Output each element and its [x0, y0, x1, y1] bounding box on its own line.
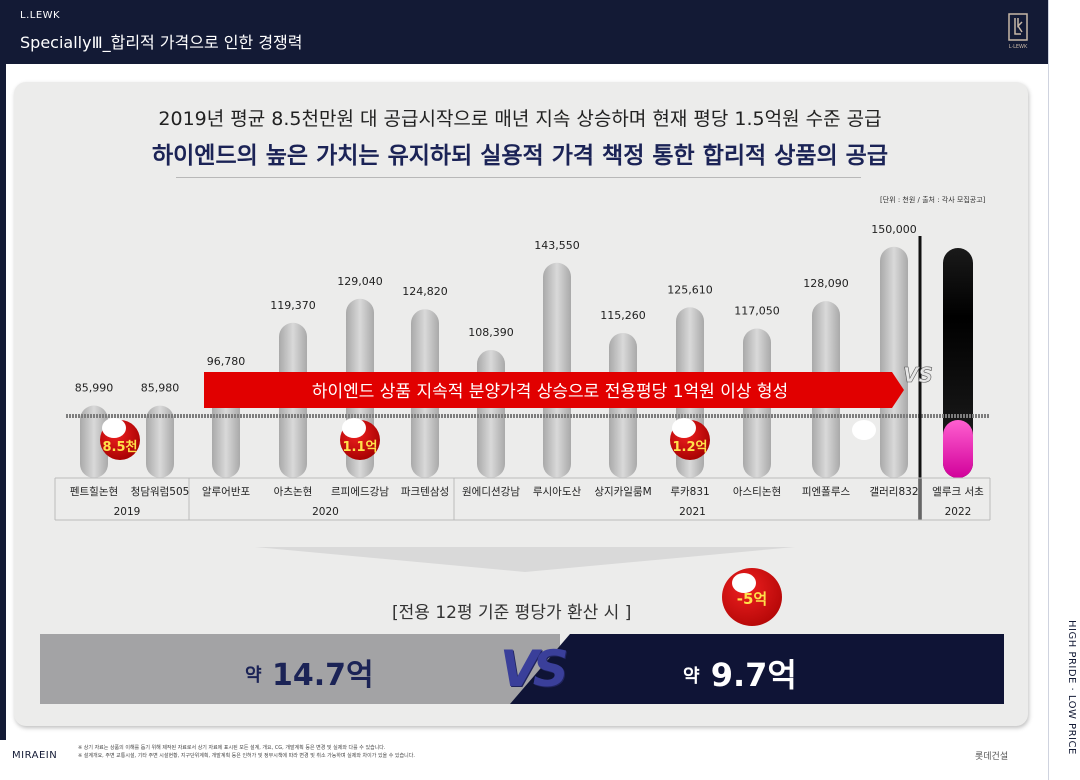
category-label-10: 아스티논현: [733, 486, 781, 498]
year-label-2: 2021: [679, 506, 706, 518]
price-badge-highlight-2: [672, 418, 696, 438]
banner-shape: [204, 372, 904, 408]
vs-mark: VS: [500, 640, 569, 698]
bar-highlight-13: [943, 248, 973, 478]
year-label-1: 2020: [312, 506, 339, 518]
value-label-10: 117,050: [734, 305, 780, 318]
category-label-0: 펜트힐논현: [70, 485, 118, 498]
category-label-11: 피엔폴루스: [802, 486, 851, 498]
divider: [176, 177, 861, 178]
category-label-4: 르피에드강남: [331, 486, 389, 498]
value-label-7: 143,550: [534, 239, 580, 252]
comparison-title: [전용 12평 기준 평당가 환산 시 ]: [392, 603, 632, 623]
value-label-1: 85,980: [141, 382, 180, 395]
arrow-shadow: [255, 547, 795, 572]
value-label-11: 128,090: [803, 277, 849, 290]
banner-text: 하이엔드 상품 지속적 분양가격 상승으로 전용평당 1억원 이상 형성: [312, 382, 788, 402]
footer-notes: ※ 상기 자료는 상품의 이해를 돕기 위해 제작된 자료로서 상기 자료에 표…: [78, 744, 415, 760]
bar-1: [146, 405, 174, 478]
comparison-left-value: 약 14.7억: [245, 650, 374, 694]
value-label-2: 96,780: [207, 355, 246, 368]
category-label-12: 갤러리832: [869, 486, 918, 498]
price-bar-chart: 85,990 85,980 96,780 119,370 129,040 124,820 1…: [54, 223, 991, 572]
subheadline: 2019년 평균 8.5천만원 대 공급시작으로 매년 지속 상승하며 현재 평…: [158, 108, 882, 130]
value-label-8: 115,260: [600, 309, 646, 322]
bar-highlight-fill-13: [943, 420, 973, 478]
bar-6: [477, 349, 505, 478]
value-label-6: 108,390: [468, 326, 514, 339]
category-label-9: 루카831: [670, 486, 709, 498]
side-border: 60 HIGH PRIDE · LOW PRICE: [1048, 0, 1080, 780]
page-number: 60: [1059, 18, 1071, 28]
unit-note: [단위 : 천원 / 출처 : 각사 모집공고]: [880, 196, 986, 204]
bar-7: [543, 262, 571, 478]
left-value: 14.7억: [272, 658, 374, 693]
year-label-3: 2022: [945, 506, 972, 518]
bar-12: [880, 246, 908, 478]
comparison-right-value: 약 9.7억: [683, 650, 797, 696]
value-label-3: 119,370: [270, 299, 316, 312]
value-label-4: 129,040: [337, 275, 383, 288]
vs-chart-label: VS: [903, 363, 933, 387]
badge-highlight: [732, 573, 756, 593]
value-label-0: 85,990: [75, 382, 114, 395]
decor-dot: [852, 420, 876, 440]
category-label-3: 아츠논현: [274, 486, 313, 498]
side-slogan: HIGH PRIDE · LOW PRICE: [1066, 620, 1077, 755]
saving-badge-text: -5억: [736, 590, 768, 608]
category-label-13: 엘루크 서초: [932, 485, 984, 498]
category-label-2: 알루어반포: [202, 486, 251, 498]
footer-logo: MIRAEIN: [12, 750, 58, 761]
value-label-5: 124,820: [402, 285, 448, 298]
year-label-0: 2019: [114, 506, 141, 518]
saving-badge: -5억: [722, 568, 782, 626]
category-label-5: 파크텐삼성: [401, 486, 449, 498]
right-value: 9.7억: [710, 656, 797, 694]
category-label-1: 청담워럼505: [131, 485, 190, 498]
value-label-9: 125,610: [667, 283, 713, 296]
footer-note-2: ※ 설계개요, 주변 교통시설, 기타 주변 시설현황, 지구단위계획, 개발계…: [78, 753, 415, 759]
header-bar: L.LEWK SpeciallyⅢ_합리적 가격으로 인한 경쟁력 L·LEWK: [0, 0, 1048, 60]
comparison-right-panel: [510, 634, 1004, 704]
brand-name: L.LEWK: [20, 10, 61, 21]
left-prefix: 약: [245, 665, 262, 686]
brand-logo: L·LEWK: [1003, 12, 1033, 54]
category-label-6: 원에디션강남: [462, 486, 520, 498]
price-badge-highlight-1: [342, 418, 366, 438]
comparison-left-panel: [40, 634, 560, 704]
footer: [0, 740, 1048, 780]
svg-text:L·LEWK: L·LEWK: [1009, 44, 1028, 50]
price-badge-text-2: 1.2억: [673, 440, 708, 455]
category-label-8: 상지카일룸M: [594, 485, 651, 498]
category-label-7: 루시아도산: [533, 486, 582, 498]
price-badge-text-0: 8.5천: [103, 440, 138, 455]
price-badge-text-1: 1.1억: [343, 440, 378, 455]
price-badge-highlight-0: [102, 418, 126, 438]
page-title: SpeciallyⅢ_합리적 가격으로 인한 경쟁력: [20, 33, 303, 52]
right-prefix: 약: [683, 666, 700, 687]
footer-note-1: ※ 상기 자료는 상품의 이해를 돕기 위해 제작된 자료로서 상기 자료에 표…: [78, 745, 386, 751]
value-label-12: 150,000: [871, 223, 917, 236]
builder-name: 롯데건설: [975, 752, 1009, 762]
headline: 하이엔드의 높은 가치는 유지하되 실용적 가격 책정 통한 합리적 상품의 공…: [151, 143, 889, 169]
bar-0: [80, 405, 108, 478]
